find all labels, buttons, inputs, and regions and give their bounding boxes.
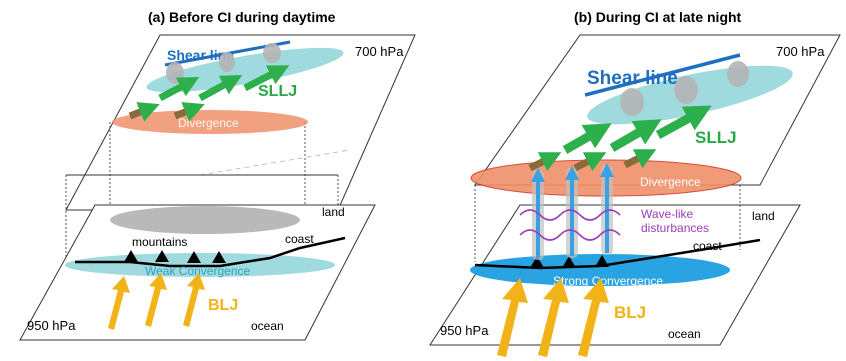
panel-a-title: (a) Before CI during daytime [148, 9, 336, 25]
panel-b-coastline [474, 238, 761, 270]
panel-b-connector-lines [474, 185, 741, 262]
panel-a-blj-arrows [108, 273, 205, 330]
panel-b-ocean-label: ocean [668, 327, 701, 341]
panel-b-land-label: land [752, 209, 775, 223]
panel-a-shear-line-label: Shear line [167, 47, 234, 63]
panel-b-upper-level-label: 700 hPa [776, 44, 825, 59]
panel-b-divergence-label: Divergence [640, 175, 701, 189]
panel-a-ocean-label: ocean [251, 319, 284, 333]
panel-b-title: (b) During CI at late night [574, 9, 742, 25]
panel-b-blj-label: BLJ [614, 303, 646, 322]
panel-a-sllj-label: SLLJ [258, 83, 297, 100]
panel-a-sllj-arrows [128, 65, 290, 122]
panel-b-shear-line-label: Shear line [587, 68, 678, 89]
panel-b-mountains [530, 255, 609, 268]
panel-a: (a) Before CI during daytime mountains [19, 9, 416, 341]
panel-b-cloud-blobs [620, 61, 749, 116]
panel-a-cloud-blobs [166, 43, 281, 84]
panel-a-coast-label: coast [285, 232, 314, 246]
panel-a-mountains-label: mountains [132, 235, 187, 249]
panel-b-sllj-label: SLLJ [695, 128, 737, 147]
panel-b-updraft-columns [531, 163, 614, 260]
panel-b-wave-label-2: disturbances [641, 221, 709, 235]
panel-b-blj-arrows [497, 278, 609, 357]
panel-b-wave-label-1: Wave-like [641, 207, 694, 221]
panel-a-mountains [124, 250, 226, 263]
panel-a-land-label: land [322, 205, 345, 219]
panel-b-shear-line [584, 53, 741, 97]
panel-b: (b) During CI at late night Strong Conve… [429, 9, 841, 357]
panel-b-convergence-label: Strong Convergence [553, 274, 663, 288]
panel-a-connector-lines [65, 122, 351, 290]
panel-a-lower-level-label: 950 hPa [27, 318, 76, 333]
panel-b-wave-lines [519, 209, 621, 241]
panel-a-divergence-area [112, 110, 308, 134]
panel-a-divergence-label: Divergence [178, 116, 239, 130]
panel-a-upper-level-label: 700 hPa [355, 44, 404, 59]
panel-b-lower-level-label: 950 hPa [440, 323, 489, 338]
panel-b-sllj-arrows [528, 105, 712, 172]
panel-b-coast-label: coast [693, 239, 722, 253]
panel-a-blj-label: BLJ [208, 297, 238, 314]
panel-a-convergence-label: Weak Convergence [145, 264, 250, 278]
panel-a-gray-cloud [110, 206, 300, 234]
